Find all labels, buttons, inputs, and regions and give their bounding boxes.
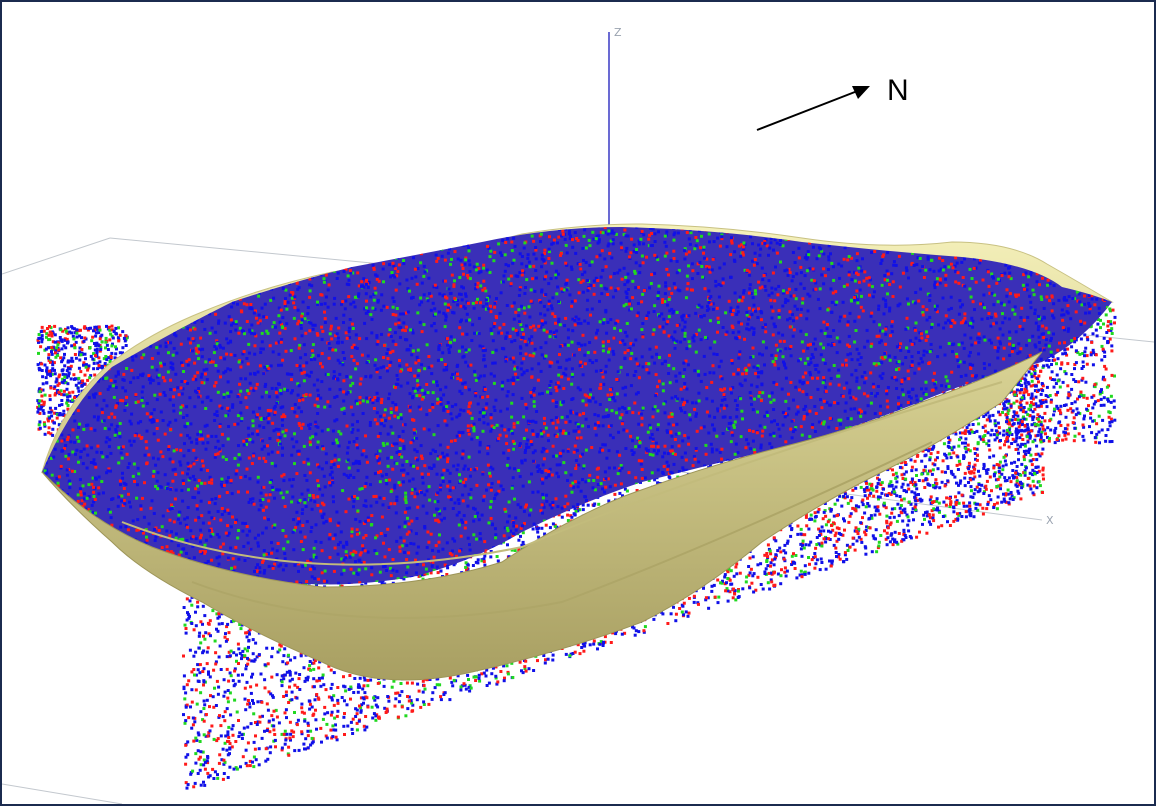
arrow-icon <box>756 89 861 131</box>
z-axis-label: Z <box>614 26 622 39</box>
arrow-head-icon <box>852 86 870 99</box>
x-axis-label: X <box>1046 514 1054 527</box>
pit-bench-line-1 <box>121 381 1003 566</box>
north-label: N <box>887 74 909 107</box>
north-indicator: N <box>756 74 909 131</box>
pit-bench-line-2 <box>191 441 933 619</box>
pit-shell-front-wall <box>41 351 1043 681</box>
